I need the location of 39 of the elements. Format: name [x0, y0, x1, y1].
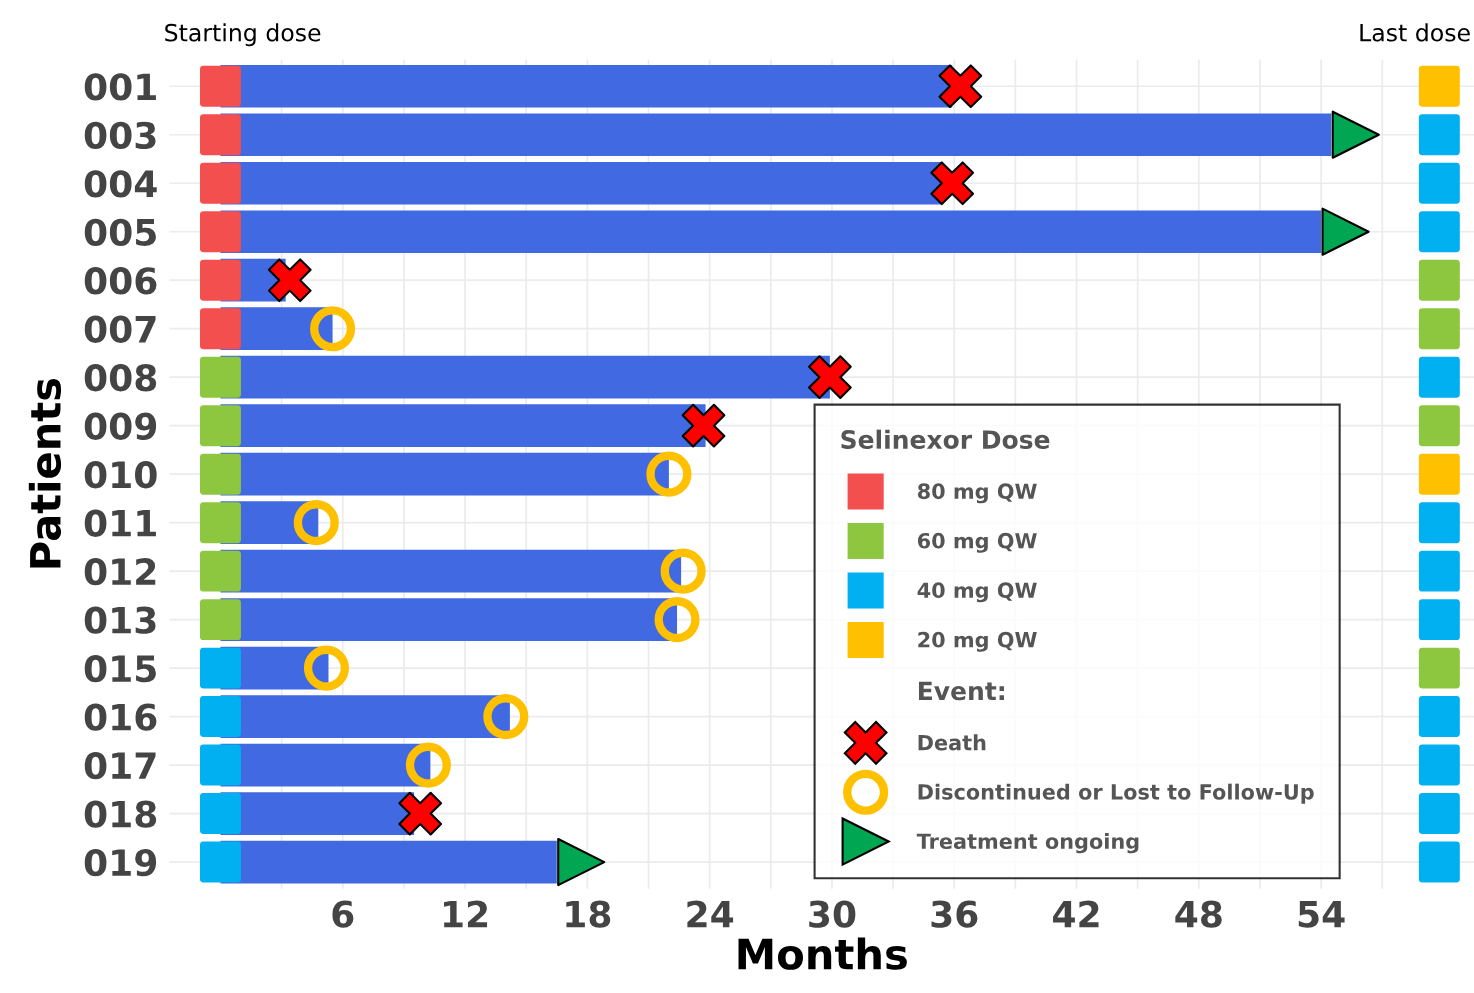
y-tick-label: 001 [84, 73, 156, 101]
y-tick-label: 005 [84, 218, 156, 246]
legend-label: 20 mg QW [918, 631, 1037, 652]
x-tick-label: 42 [1053, 900, 1099, 928]
annotation: Event: [918, 681, 1004, 701]
x-tick-label: 18 [566, 900, 611, 928]
y-tick-label: 013 [84, 606, 156, 634]
x-tick-label: 6 [332, 900, 354, 928]
y-tick-label: 008 [84, 364, 157, 392]
y-tick-label: 004 [84, 170, 157, 198]
y-tick-label: 009 [84, 412, 157, 440]
x-axis-title: Months [738, 937, 907, 970]
x-tick-label: 24 [687, 900, 734, 928]
y-tick-label: 018 [84, 800, 157, 828]
x-tick-label: 36 [931, 900, 978, 928]
y-tick-label: 012 [84, 558, 156, 586]
legend-label: 60 mg QW [917, 532, 1037, 553]
y-tick-label: 010 [84, 461, 157, 489]
y-tick-label: 016 [84, 703, 157, 731]
legend-label: Death [918, 734, 986, 751]
y-tick-label: 015 [84, 655, 156, 683]
y-axis-title: Patients [28, 378, 62, 568]
y-tick-label: 017 [84, 752, 156, 780]
legend-label: 80 mg QW [917, 483, 1037, 504]
y-tick-label: 007 [84, 315, 156, 343]
x-tick-label: 48 [1175, 900, 1222, 928]
y-tick-label: 003 [84, 121, 156, 149]
text: Starting dose [165, 23, 321, 47]
text: Last dose [1360, 23, 1470, 42]
x-tick-label: 30 [809, 900, 856, 928]
y-tick-label: 006 [84, 267, 157, 295]
legend-label: Treatment ongoing [916, 832, 1139, 854]
legend-label: 40 mg QW [917, 582, 1037, 603]
y-tick-label: 011 [84, 509, 156, 537]
x-tick-label: 54 [1298, 900, 1345, 928]
legend-title: Selinexor Dose [841, 429, 1050, 449]
y-tick-label: 019 [84, 848, 157, 877]
x-tick-label: 12 [444, 900, 488, 928]
legend-label: Discontinued or Lost to Follow-Up [918, 783, 1314, 804]
